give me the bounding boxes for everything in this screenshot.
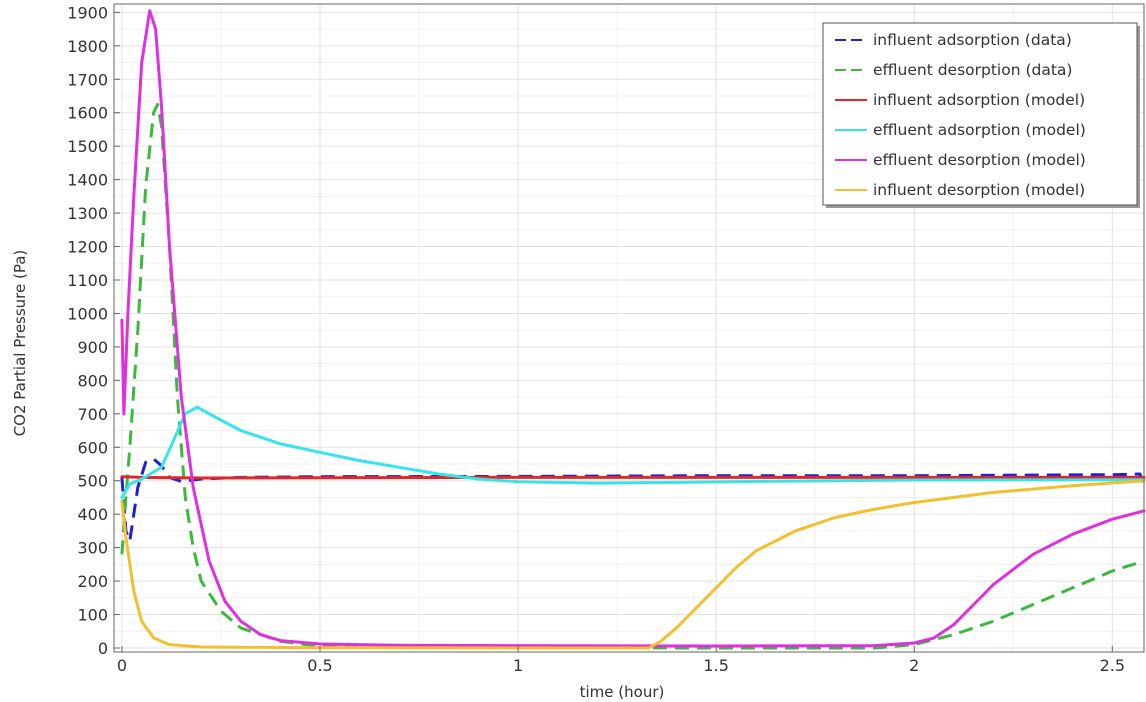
y-tick-label: 1300 xyxy=(67,204,108,223)
y-tick-label: 500 xyxy=(77,472,108,491)
y-tick-label: 1800 xyxy=(67,37,108,56)
x-tick-label: 2.5 xyxy=(1100,656,1125,675)
x-tick-label: 1 xyxy=(513,656,523,675)
series-line-5 xyxy=(120,9,1146,648)
x-tick-label: 0.5 xyxy=(307,656,332,675)
y-tick-label: 1200 xyxy=(67,238,108,257)
y-tick-label: 200 xyxy=(77,572,108,591)
tick-labels: 0100200300400500600700800900100011001200… xyxy=(67,3,1125,675)
legend-label-4: effluent adsorption (model) xyxy=(873,121,1086,139)
y-tick-label: 100 xyxy=(77,606,108,625)
y-tick-label: 1600 xyxy=(67,104,108,123)
y-tick-label: 300 xyxy=(77,539,108,558)
y-tick-label: 1100 xyxy=(67,271,108,290)
y-tick-label: 1700 xyxy=(67,70,108,89)
series-line-6 xyxy=(120,479,1146,650)
y-tick-label: 800 xyxy=(77,371,108,390)
y-tick-label: 1000 xyxy=(67,304,108,323)
legend-box xyxy=(822,22,1138,206)
axes xyxy=(113,3,1145,653)
series-line-3 xyxy=(120,475,1146,480)
legend-label-6: influent desorption (model) xyxy=(873,181,1085,199)
y-tick-label: 900 xyxy=(77,338,108,357)
series-line-2 xyxy=(120,102,1145,650)
x-tick-label: 0 xyxy=(117,656,127,675)
y-axis-label: CO2 Partial Pressure (Pa) xyxy=(11,250,29,437)
y-tick-label: 1400 xyxy=(67,171,108,190)
y-tick-label: 0 xyxy=(98,639,108,658)
series-group xyxy=(120,9,1146,650)
y-tick-label: 400 xyxy=(77,505,108,524)
series-line-4 xyxy=(120,405,1146,499)
legend: influent adsorption (data) effluent desor… xyxy=(822,22,1140,208)
x-axis-label: time (hour) xyxy=(580,683,665,701)
x-tick-label: 2 xyxy=(909,656,919,675)
x-tick-label: 1.5 xyxy=(703,656,728,675)
legend-label-5: effluent desorption (model) xyxy=(873,151,1086,169)
legend-label-3: influent adsorption (model) xyxy=(873,91,1085,109)
legend-label-2: effluent desorption (data) xyxy=(873,61,1072,79)
y-tick-label: 700 xyxy=(77,405,108,424)
y-tick-label: 600 xyxy=(77,438,108,457)
plot-frame xyxy=(113,3,1145,653)
grid xyxy=(114,4,1144,652)
y-tick-label: 1500 xyxy=(67,137,108,156)
legend-label-1: influent adsorption (data) xyxy=(873,31,1072,49)
y-tick-label: 1900 xyxy=(67,3,108,22)
